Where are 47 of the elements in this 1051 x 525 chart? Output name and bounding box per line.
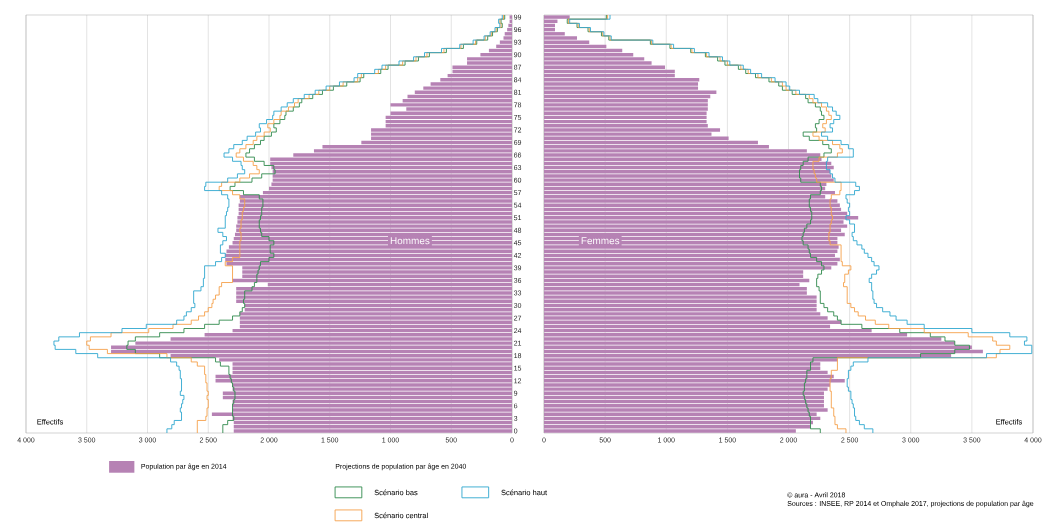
bar [390, 103, 512, 107]
bar [544, 78, 700, 82]
bar [232, 404, 512, 408]
bar [236, 224, 512, 228]
bar [270, 157, 512, 161]
bar [544, 103, 708, 107]
bar [544, 82, 699, 86]
bar [211, 412, 512, 416]
bar [371, 128, 512, 132]
bar [236, 291, 512, 295]
bar [544, 249, 838, 253]
annotation: Femmes [581, 237, 620, 245]
bar [509, 15, 512, 19]
bar [544, 153, 821, 157]
bar [508, 23, 512, 28]
bar [238, 203, 512, 207]
bar [544, 178, 834, 182]
bar [503, 36, 512, 40]
bar [226, 249, 512, 253]
bar [544, 295, 817, 299]
bar [504, 32, 512, 36]
bar [239, 316, 512, 320]
bar [371, 132, 512, 136]
bar [236, 295, 512, 299]
bar [544, 128, 721, 132]
bar [544, 199, 838, 203]
annotation: Hommes [390, 237, 430, 245]
bar [544, 107, 708, 111]
bar [544, 408, 828, 412]
bar [544, 404, 824, 408]
bar [544, 287, 807, 291]
bar [499, 40, 512, 44]
bar [544, 174, 832, 178]
bar [272, 174, 512, 178]
bar [272, 178, 512, 182]
bar [544, 203, 840, 207]
bar [544, 224, 848, 228]
bar [242, 270, 512, 274]
bar [239, 199, 512, 203]
bar [467, 57, 512, 61]
bar [236, 287, 512, 291]
bar [544, 387, 828, 391]
bar [544, 15, 570, 19]
bar [239, 312, 512, 316]
bar [239, 195, 512, 199]
bar [233, 429, 512, 433]
bar [237, 220, 512, 224]
